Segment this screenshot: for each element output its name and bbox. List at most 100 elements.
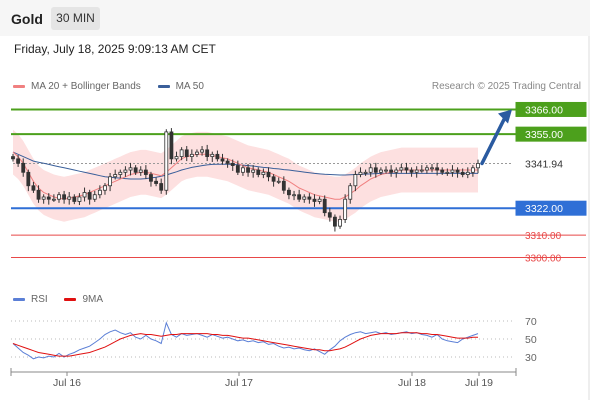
candle	[184, 146, 189, 162]
candle	[251, 165, 256, 178]
candle-body-down	[143, 169, 148, 175]
bollinger-band-area	[13, 129, 478, 222]
level-label-3366.00: 3366.00	[525, 104, 563, 116]
candle	[189, 149, 194, 162]
candle	[133, 165, 138, 175]
candle	[57, 192, 61, 203]
candle	[424, 165, 429, 174]
level-label-3310.00: 3310.00	[525, 231, 562, 242]
candle-body-down	[16, 158, 21, 164]
candle-body-up	[241, 167, 245, 173]
candle	[394, 167, 399, 178]
candle	[230, 159, 235, 171]
legend-ma20-bb: MA 20 + Bollinger Bands	[13, 81, 141, 92]
candle-body-down	[266, 171, 271, 178]
research-credit: Research © 2025 Trading Central	[431, 81, 581, 92]
candle	[430, 163, 434, 173]
candle	[470, 165, 475, 177]
candle	[108, 172, 113, 192]
candle-body-up	[384, 169, 388, 172]
legend-rsi: RSI	[13, 294, 48, 305]
candle-body-up	[450, 169, 455, 173]
candle-body-down	[169, 131, 174, 160]
candle-body-up	[195, 151, 199, 155]
candle	[287, 187, 291, 200]
candle-body-up	[174, 156, 179, 160]
candle-body-up	[338, 219, 342, 227]
candle-body-up	[476, 163, 480, 169]
candle-body-down	[435, 167, 440, 171]
candle	[179, 147, 184, 161]
candle-body-up	[138, 169, 143, 173]
candle	[343, 194, 348, 224]
candle	[450, 165, 455, 177]
candle-body-down	[154, 180, 158, 184]
candle-body-down	[21, 162, 26, 173]
candle	[103, 183, 107, 195]
candle-body-up	[358, 171, 363, 175]
candle-body-up	[41, 196, 46, 200]
candle	[220, 153, 225, 165]
candle	[169, 128, 174, 165]
candle	[322, 195, 327, 217]
candle	[16, 155, 21, 167]
candle-body-up	[302, 196, 307, 200]
x-tick-label: Jul 19	[465, 377, 493, 389]
candle-body-down	[31, 185, 36, 191]
candle	[281, 176, 286, 194]
candle	[333, 214, 337, 232]
chart-header: Gold 30 MIN	[0, 0, 590, 36]
candle-body-down	[455, 169, 460, 173]
candle-body-up	[424, 167, 429, 171]
candle-body-down	[404, 167, 409, 171]
candle	[266, 167, 271, 182]
level-label-3341.94: 3341.94	[525, 158, 563, 170]
candle	[174, 151, 179, 162]
candle-body-down	[307, 196, 312, 200]
candle-body-down	[297, 194, 302, 200]
rsi-legend: RSI 9MA	[13, 294, 117, 305]
candle-body-down	[312, 198, 317, 202]
candle-body-down	[256, 169, 261, 175]
legend-ma50-swatch	[157, 84, 170, 88]
candle-body-up	[343, 198, 348, 220]
timeframe-button[interactable]: 30 MIN	[51, 7, 100, 30]
candle	[241, 165, 245, 176]
candle	[445, 168, 450, 176]
candle	[46, 193, 51, 205]
candle-body-down	[225, 160, 230, 164]
candle-body-up	[465, 171, 470, 175]
candle-body-up	[123, 169, 128, 173]
candle	[276, 177, 281, 184]
candle	[36, 185, 41, 203]
candle-body-up	[251, 169, 256, 173]
candle	[363, 169, 368, 176]
candle	[154, 177, 158, 187]
candle-body-up	[414, 169, 419, 173]
candle-body-down	[184, 149, 189, 157]
candle	[62, 190, 67, 204]
candle	[435, 162, 440, 176]
candle	[149, 171, 153, 187]
candle	[225, 158, 230, 168]
candle-body-up	[77, 196, 82, 202]
candle	[87, 189, 92, 205]
candle	[26, 169, 31, 192]
candle-body-down	[322, 198, 327, 214]
candle	[476, 159, 480, 174]
candle	[246, 163, 250, 177]
candle-body-down	[87, 192, 92, 200]
level-tag-3341.94	[515, 155, 587, 171]
candle-body-down	[205, 149, 210, 157]
candle-body-up	[394, 169, 399, 173]
candle-body-down	[36, 189, 41, 200]
candle-body-up	[419, 169, 424, 172]
candle-body-down	[246, 167, 250, 173]
candle	[389, 165, 394, 177]
candle	[11, 153, 15, 162]
candle-body-up	[430, 167, 434, 170]
candle	[67, 192, 72, 205]
candle-body-up	[164, 131, 169, 191]
candle-body-up	[210, 153, 215, 157]
